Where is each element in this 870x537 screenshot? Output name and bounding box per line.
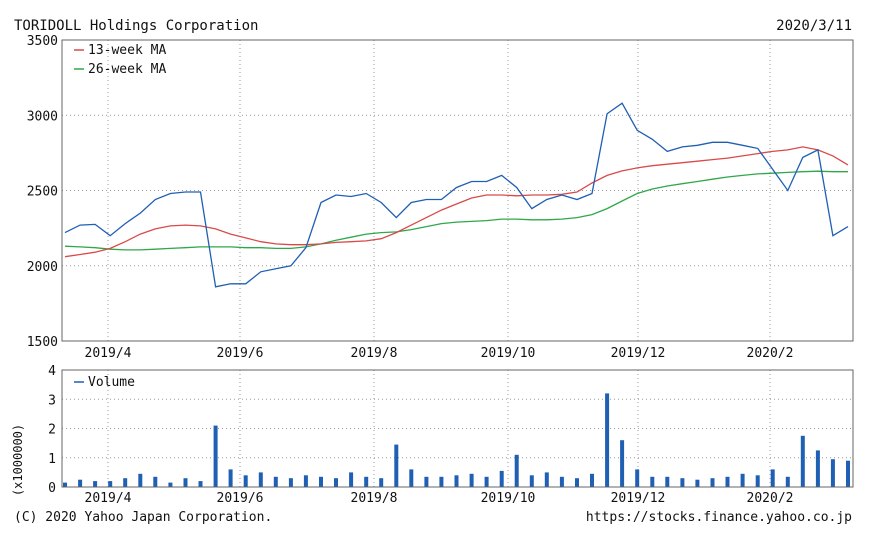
volume-bar [770, 469, 775, 487]
volume-bar [830, 459, 835, 487]
volume-bar [364, 476, 369, 487]
source-url: https://stocks.finance.yahoo.co.jp [586, 510, 852, 525]
volume-bar [665, 476, 670, 487]
volume-bar [183, 478, 188, 487]
price-x-tick-label: 2019/8 [351, 346, 398, 361]
volume-bar [243, 475, 248, 487]
volume-bar [63, 482, 67, 487]
volume-bar [273, 476, 278, 487]
volume-y-tick-label: 4 [48, 364, 56, 379]
price-line [64, 102, 849, 288]
volume-bar [153, 476, 158, 487]
volume-grid [62, 370, 853, 487]
price-y-tick-label: 3000 [27, 109, 58, 124]
volume-bar [303, 475, 308, 487]
volume-y-tick-label: 2 [48, 423, 56, 438]
price-y-tick-label: 2500 [27, 185, 58, 200]
volume-bar [620, 440, 625, 487]
legend-label-volume: Volume [88, 375, 135, 390]
volume-bar [394, 444, 399, 487]
volume-bar [213, 425, 218, 487]
price-x-tick-label: 2019/12 [611, 346, 666, 361]
volume-x-axis: 2019/4 2019/6 2019/8 2019/10 2019/12 2020/2 [85, 491, 794, 506]
volume-bar [228, 469, 233, 487]
price-x-tick-label: 2019/6 [217, 346, 264, 361]
price-legend: 13-week MA 26-week MA [74, 43, 166, 77]
volume-bar [258, 472, 263, 487]
volume-x-tick-label: 2020/2 [747, 491, 794, 506]
volume-x-tick-label: 2019/4 [85, 491, 132, 506]
ma26-line [64, 170, 848, 251]
volume-bar [334, 478, 338, 487]
legend-label-13-week-ma: 13-week MA [88, 43, 166, 58]
volume-bar [529, 475, 534, 487]
volume-bar [379, 478, 384, 487]
volume-bar [785, 476, 790, 487]
price-plot-frame [61, 39, 854, 342]
volume-bar [800, 435, 805, 487]
volume-bar [484, 476, 489, 487]
price-y-tick-label: 2000 [27, 260, 58, 275]
volume-bar [138, 473, 143, 487]
volume-bar [108, 481, 113, 487]
price-x-tick-label: 2020/2 [747, 346, 794, 361]
volume-bar [424, 476, 429, 487]
volume-bar [710, 478, 715, 487]
volume-bar [680, 478, 685, 487]
volume-y-tick-label: 1 [48, 452, 56, 467]
volume-bar [349, 472, 354, 487]
volume-bar [319, 476, 323, 487]
volume-bar [544, 472, 549, 487]
volume-bar [725, 476, 730, 487]
volume-bar [815, 450, 820, 487]
volume-bar [454, 475, 459, 487]
volume-bar [409, 469, 414, 487]
volume-legend: Volume [74, 375, 135, 390]
volume-x-tick-label: 2019/10 [481, 491, 536, 506]
price-y-axis: 1500 2000 2500 3000 3500 [27, 34, 58, 350]
volume-x-tick-label: 2019/12 [611, 491, 666, 506]
volume-bar [514, 454, 519, 487]
volume-bar [78, 479, 83, 487]
volume-bar [590, 473, 594, 487]
volume-bar [755, 475, 760, 487]
volume-bar [288, 478, 293, 487]
copyright-text: (C) 2020 Yahoo Japan Corporation. [14, 510, 272, 525]
volume-y-tick-label: 3 [48, 393, 56, 408]
price-x-tick-label: 2019/4 [85, 346, 132, 361]
volume-bar [469, 473, 474, 487]
price-x-tick-label: 2019/10 [481, 346, 536, 361]
volume-bar [198, 481, 203, 487]
volume-bars [63, 393, 850, 487]
volume-bar [650, 476, 655, 487]
volume-bar [695, 479, 700, 487]
volume-bar [605, 393, 610, 487]
legend-label-26-week-ma: 26-week MA [88, 62, 166, 77]
volume-y-axis: 0 1 2 3 4 [48, 364, 56, 496]
volume-plot-frame [61, 369, 854, 488]
company-name: TORIDOLL Holdings Corporation [14, 18, 258, 34]
volume-bar [439, 476, 444, 487]
volume-bar [168, 482, 173, 487]
ma13-line [64, 146, 849, 258]
volume-bar [575, 478, 579, 487]
price-y-tick-label: 1500 [27, 335, 58, 350]
price-y-tick-label: 3500 [27, 34, 58, 49]
volume-bar [499, 470, 504, 487]
volume-x-tick-label: 2019/6 [217, 491, 264, 506]
volume-x-tick-label: 2019/8 [351, 491, 398, 506]
volume-bar [635, 469, 640, 487]
price-x-axis: 2019/4 2019/6 2019/8 2019/10 2019/12 2020/2 [85, 346, 794, 361]
volume-bar [93, 481, 98, 487]
volume-unit-label: (x1000000) [11, 424, 25, 496]
volume-bar [846, 460, 850, 487]
chart-date: 2020/3/11 [776, 18, 852, 34]
volume-bar [559, 476, 564, 487]
price-lines [64, 102, 849, 288]
volume-bar [740, 473, 745, 487]
price-grid [62, 40, 853, 341]
volume-y-tick-label: 0 [48, 481, 56, 496]
volume-bar [123, 478, 128, 487]
